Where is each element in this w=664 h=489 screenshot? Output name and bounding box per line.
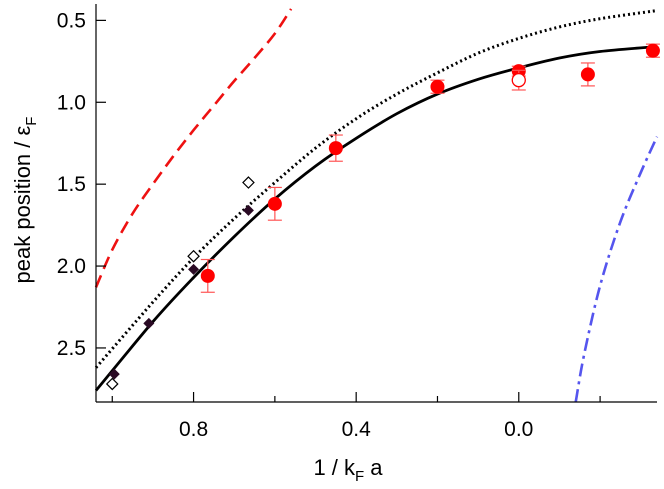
axes-layer — [95, 4, 657, 403]
x-tick-label: 0.8 — [179, 418, 208, 441]
x-axis-title-tail: a — [364, 455, 383, 480]
y-axis-title: peak position / εF — [10, 117, 40, 284]
measured-point — [200, 268, 215, 283]
ticks-layer: 0.5 1.0 1.5 2.0 2.5 0.8 0.4 0.0 — [57, 9, 601, 441]
measured-point — [580, 67, 595, 82]
y-tick-label: 1.5 — [57, 173, 86, 196]
measured-point — [430, 79, 445, 94]
x-axis-title: 1 / kF a — [313, 455, 383, 485]
solid-curve — [94, 45, 658, 392]
y-tick-label: 1.0 — [57, 91, 86, 114]
theory-open-diamond — [187, 249, 200, 263]
y-tick-label: 2.5 — [57, 337, 86, 360]
theory-filled-diamond — [242, 204, 254, 216]
y-axis-title-main: peak position / ε — [10, 126, 35, 284]
theory-filled-diamond — [188, 263, 200, 275]
x-axis-title-main: 1 / k — [313, 455, 356, 480]
blue-dashdot-curve — [574, 136, 659, 403]
x-tick-label: 0.4 — [342, 418, 372, 441]
measured-point — [645, 43, 660, 58]
x-tick-label: 0.0 — [504, 418, 533, 441]
measured-point — [267, 196, 282, 211]
red-dashed-curve — [94, 8, 293, 288]
measured-open-point — [511, 73, 526, 88]
dotted-curve — [94, 9, 658, 369]
y-tick-label: 0.5 — [57, 9, 86, 32]
x-axis-title-sub: F — [355, 468, 364, 485]
measured-point — [328, 141, 343, 156]
theory-open-diamond — [105, 377, 119, 391]
theory-filled-diamond — [143, 317, 155, 329]
theory-open-diamond — [242, 176, 255, 189]
theory-filled-diamond — [108, 368, 120, 380]
y-axis-title-sub: F — [23, 117, 40, 126]
markers-layer — [105, 43, 660, 391]
y-tick-label: 2.0 — [57, 255, 86, 278]
curves-layer — [94, 8, 659, 403]
